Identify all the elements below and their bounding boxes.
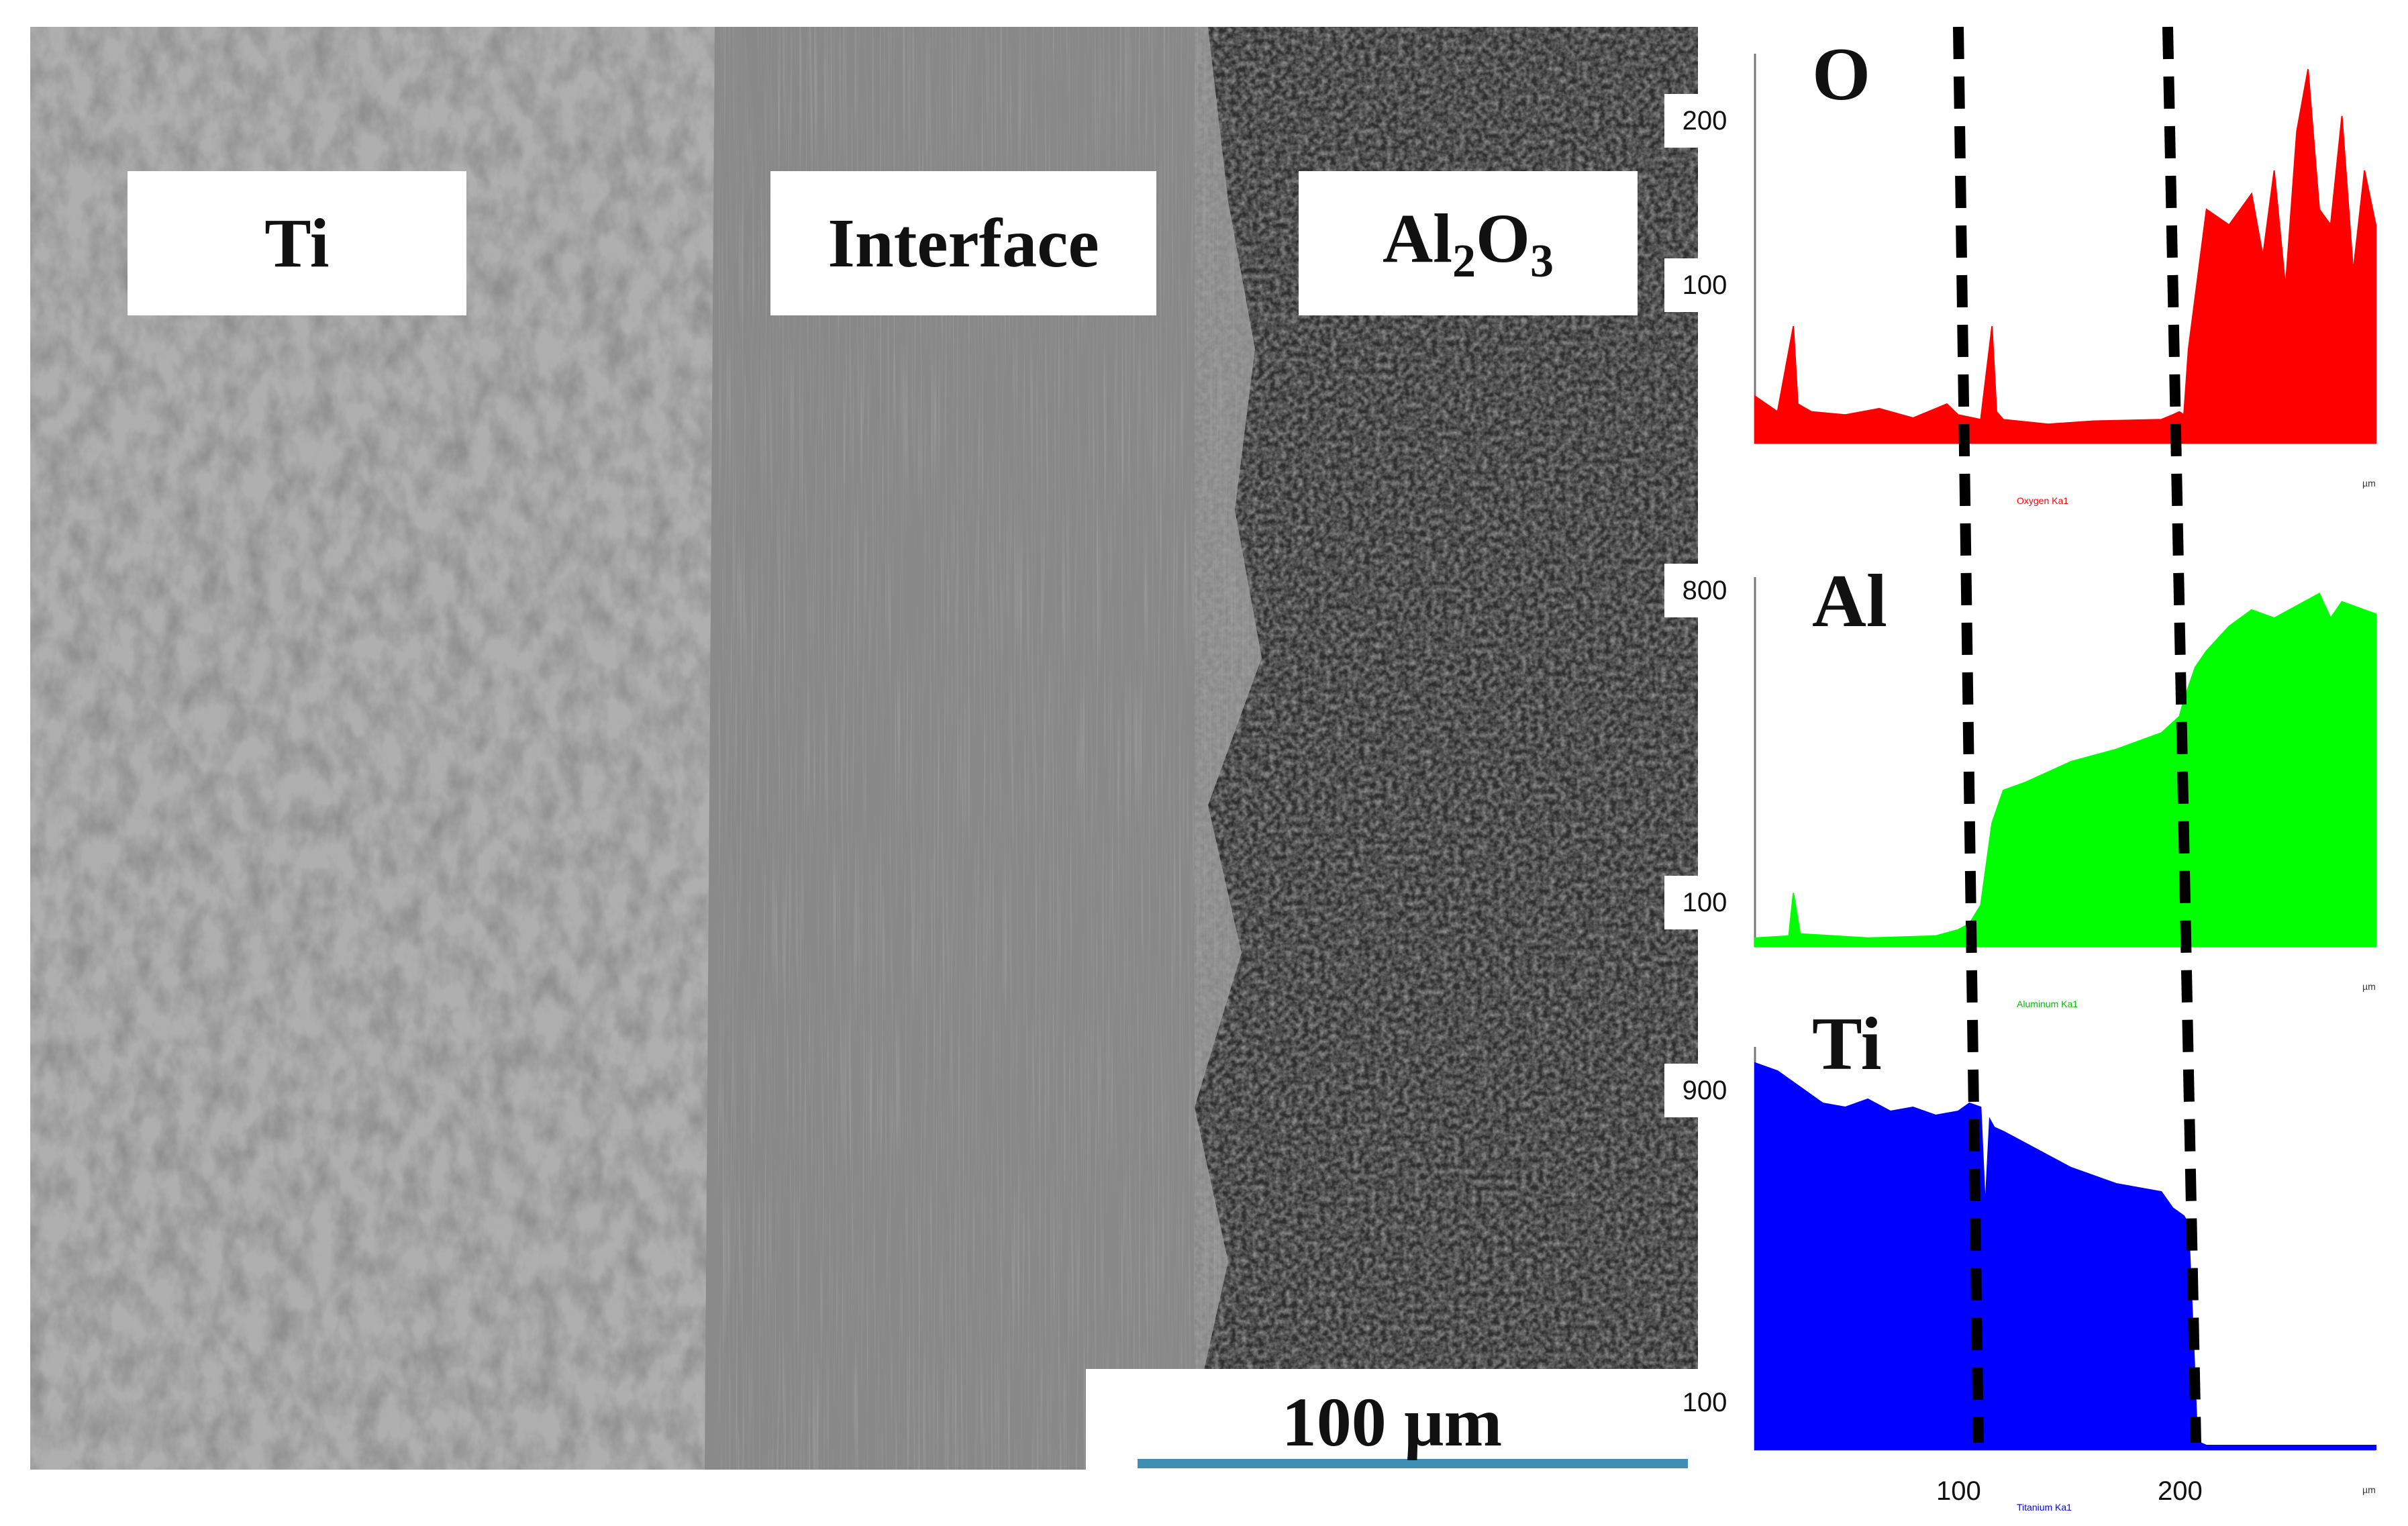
chart-ti-series-area [1754, 1062, 2376, 1450]
chart-al-series-area [1754, 593, 2376, 947]
al2o3-sub-2: 2 [1452, 235, 1476, 287]
al2o3-al: Al [1383, 199, 1453, 277]
label-interface-region: Interface [770, 171, 1156, 315]
label-al2o3-region: Al2O3 [1299, 171, 1638, 315]
titanium-line-scan-chart [1754, 1047, 2376, 1451]
chart-al-x-unit: µm [2362, 981, 2376, 992]
chart-al-element-label: Al [1812, 560, 1887, 643]
boundary-line-left [1953, 26, 1984, 1443]
chart-o-ytick-100: 100 [1664, 258, 1745, 312]
label-al2o3-text: Al2O3 [1383, 199, 1554, 289]
scale-bar-line [1138, 1459, 1688, 1468]
chart-al-ytick-800: 800 [1664, 564, 1745, 617]
al2o3-sub-3: 3 [1529, 235, 1554, 287]
chart-ti-x-unit: µm [2362, 1484, 2376, 1495]
chart-ti-xtick-200: 200 [2158, 1476, 2203, 1506]
aluminum-line-scan-chart [1754, 577, 2376, 948]
chart-o-ytick-200: 200 [1664, 94, 1745, 148]
chart-al-ytick-100: 100 [1664, 876, 1745, 929]
al2o3-o: O [1476, 199, 1530, 277]
label-ti-region: Ti [128, 171, 466, 315]
scale-bar-box [1086, 1369, 1698, 1496]
chart-ti-element-label: Ti [1812, 1003, 1882, 1086]
chart-ti-ytick-100: 100 [1664, 1376, 1745, 1429]
chart-ti-legend: Titanium Ka1 [2017, 1502, 2072, 1513]
chart-o-series-area [1754, 69, 2376, 444]
chart-o-legend: Oxygen Ka1 [2017, 495, 2069, 506]
chart-al-legend: Aluminum Ka1 [2017, 999, 2078, 1009]
chart-ti-ytick-900: 900 [1664, 1064, 1745, 1117]
scale-bar-label: 100 µm [1281, 1384, 1503, 1461]
chart-ti-xtick-100: 100 [1936, 1476, 1981, 1506]
boundary-line-right [2162, 26, 2201, 1443]
label-interface-text: Interface [827, 205, 1099, 282]
oxygen-line-scan-chart [1754, 54, 2376, 444]
chart-o-element-label: O [1812, 33, 1871, 116]
chart-o-x-unit: µm [2362, 478, 2376, 489]
label-ti-text: Ti [264, 205, 330, 282]
